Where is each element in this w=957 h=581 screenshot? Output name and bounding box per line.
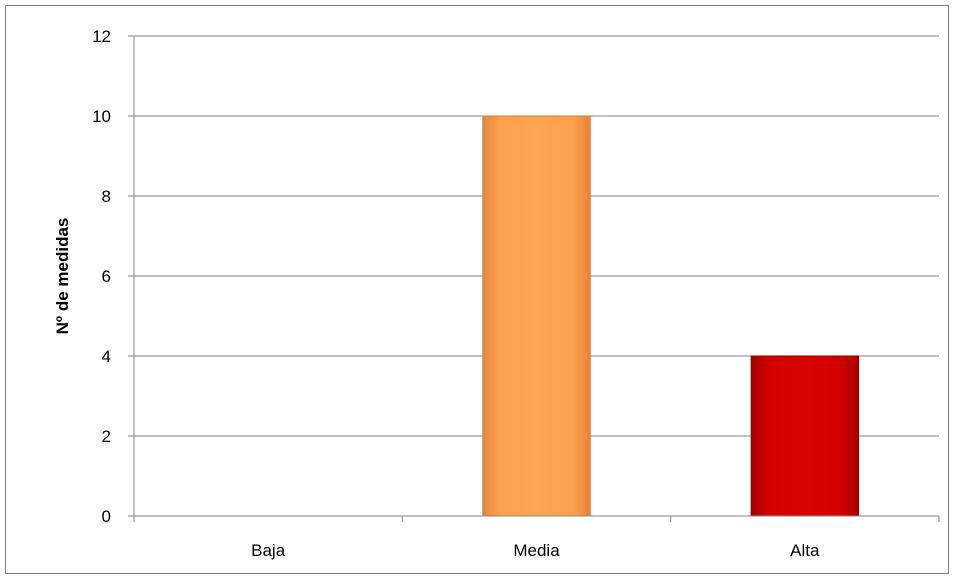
y-tick-label: 2 [102,427,111,446]
y-tick-labels: 0 2 4 6 8 10 12 [92,27,111,526]
x-tick-labels: Baja Media Alta [251,541,820,560]
x-tick-label: Media [513,541,560,560]
y-tick-label: 6 [102,267,111,286]
bar-alta [750,355,860,517]
y-tick-label: 8 [102,187,111,206]
y-axis-title: Nº de medidas [53,218,72,335]
bars [482,115,860,517]
bar-media [482,115,591,517]
x-tick-label: Alta [790,541,820,560]
y-tick-label: 0 [102,507,111,526]
axes [128,35,940,522]
y-tick-label: 4 [102,347,111,366]
x-tick-label: Baja [251,541,286,560]
y-tick-label: 12 [92,27,111,46]
y-tick-label: 10 [92,107,111,126]
